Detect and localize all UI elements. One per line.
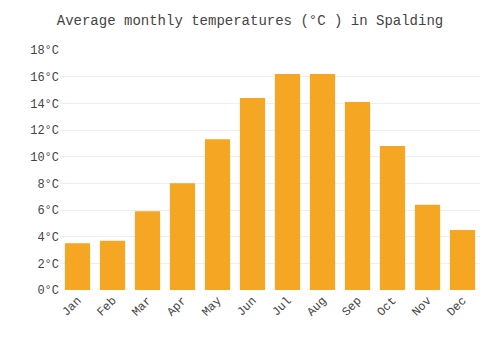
svg-text:Apr: Apr	[164, 294, 189, 319]
svg-text:4°C: 4°C	[37, 231, 59, 245]
svg-text:Feb: Feb	[94, 294, 119, 319]
svg-text:10°C: 10°C	[30, 151, 59, 165]
svg-text:Jan: Jan	[59, 294, 84, 319]
svg-text:0°C: 0°C	[37, 284, 59, 298]
svg-text:Nov: Nov	[409, 294, 434, 319]
svg-text:Mar: Mar	[129, 294, 154, 319]
svg-text:Average monthly temperatures (: Average monthly temperatures (°C ) in Sp…	[57, 13, 443, 29]
svg-text:18°C: 18°C	[30, 44, 59, 58]
svg-text:14°C: 14°C	[30, 98, 59, 112]
svg-text:Dec: Dec	[444, 294, 469, 319]
svg-text:Aug: Aug	[304, 294, 329, 319]
svg-text:8°C: 8°C	[37, 178, 59, 192]
svg-text:16°C: 16°C	[30, 71, 59, 85]
svg-text:6°C: 6°C	[37, 204, 59, 218]
svg-text:12°C: 12°C	[30, 124, 59, 138]
svg-text:Oct: Oct	[374, 294, 399, 319]
svg-text:Sep: Sep	[339, 294, 364, 319]
svg-text:May: May	[199, 294, 224, 319]
svg-text:Jun: Jun	[234, 294, 259, 319]
svg-text:2°C: 2°C	[37, 258, 59, 272]
svg-text:Jul: Jul	[269, 294, 294, 319]
